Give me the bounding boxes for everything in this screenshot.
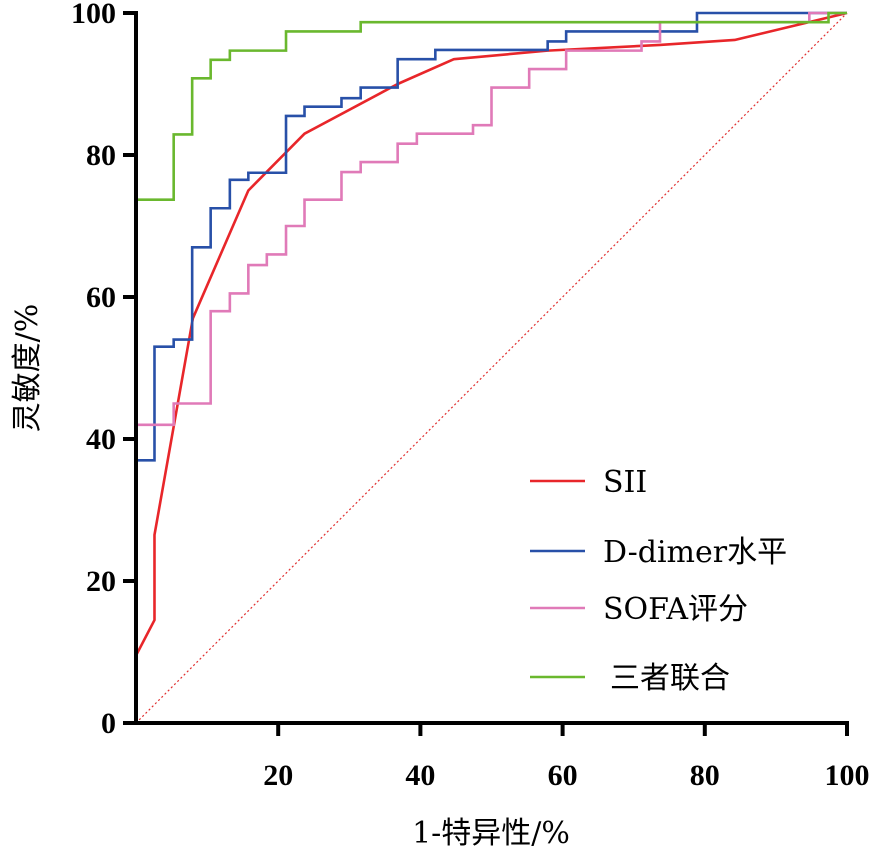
axes-layer [134, 11, 849, 725]
x-tick-label: 100 [825, 759, 870, 792]
reference-line-layer [135, 12, 848, 724]
y-tick-label: 20 [86, 565, 116, 598]
series-line-4 [134, 11, 847, 723]
legend-label-2: D-dimer水平 [603, 535, 787, 570]
y-axis-title: 灵敏度/% [10, 304, 45, 433]
y-tick-label: 0 [101, 707, 116, 740]
series-line-1 [134, 11, 848, 723]
x-tick-label: 60 [548, 759, 578, 792]
legend-label-3: SOFA评分 [603, 592, 748, 627]
y-tick-label: 100 [71, 0, 116, 30]
legend-label-1: SII [603, 465, 647, 500]
y-tick-label: 40 [86, 423, 116, 456]
x-tick-label: 40 [405, 759, 435, 792]
x-tick-label: 80 [690, 759, 720, 792]
series-line-3 [134, 11, 847, 723]
series-layer [134, 11, 848, 723]
x-tick-label: 20 [263, 759, 293, 792]
y-tick-label: 80 [86, 139, 116, 172]
y-tick-label: 60 [86, 281, 116, 314]
reference-diagonal [135, 12, 848, 724]
ticks-layer: 0 20 40 60 80 100 20 40 60 80 100 [71, 0, 870, 792]
series-line-2 [134, 11, 847, 723]
legend-label-4: 三者联合 [610, 661, 730, 696]
x-axis-title: 1-特异性/% [412, 816, 570, 850]
